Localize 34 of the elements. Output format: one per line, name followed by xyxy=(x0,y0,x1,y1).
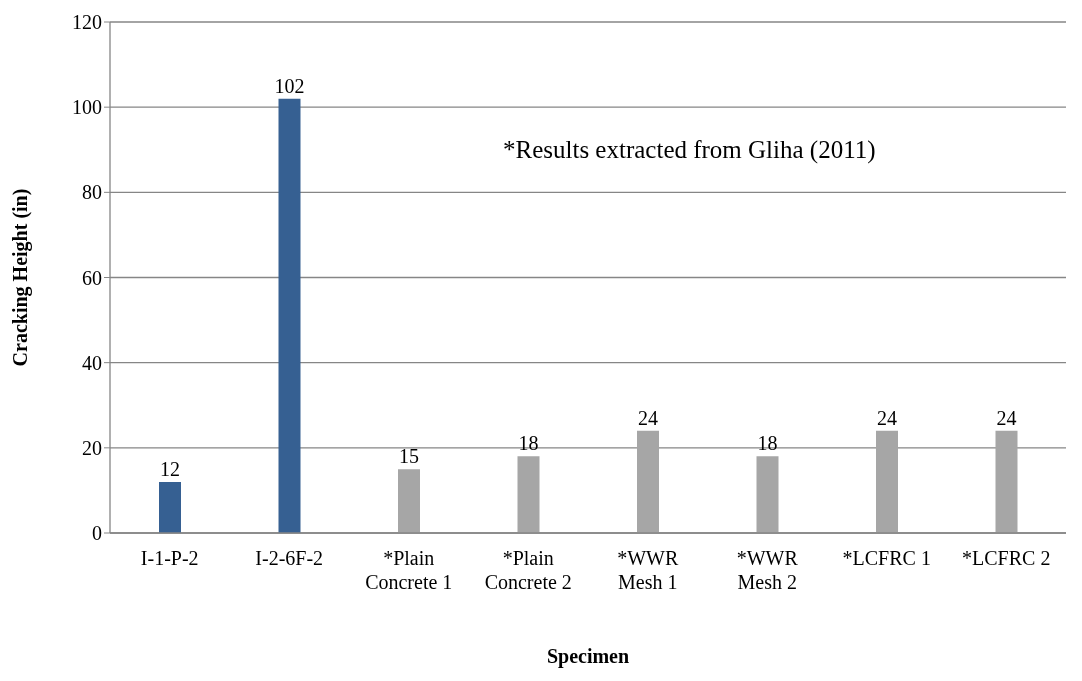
data-label: 12 xyxy=(160,457,180,480)
bar xyxy=(876,430,898,533)
x-tick-label: *WWR Mesh 1 xyxy=(617,547,679,593)
x-tick-label: *WWR Mesh 2 xyxy=(736,547,799,593)
x-tick-label: *Plain Concrete 2 xyxy=(484,547,572,593)
y-tick-label: 0 xyxy=(92,522,102,545)
bar xyxy=(159,481,181,533)
x-tick-label: I-2-6F-2 xyxy=(255,547,324,569)
y-axis-title: Cracking Height (in) xyxy=(9,188,33,367)
data-label: 18 xyxy=(757,432,778,455)
y-tick-label: 40 xyxy=(82,351,102,374)
bar xyxy=(517,456,540,533)
data-label: 24 xyxy=(996,406,1017,429)
x-tick-label: *Plain Concrete 1 xyxy=(365,547,453,593)
y-tick-label: 80 xyxy=(82,181,102,204)
data-label: 24 xyxy=(877,406,897,429)
bar xyxy=(398,469,420,533)
bar xyxy=(756,456,779,533)
data-label: 15 xyxy=(399,445,419,468)
x-tick-label: *LCFRC 1 xyxy=(842,547,931,569)
x-axis-title: Specimen xyxy=(546,645,630,668)
bar xyxy=(278,98,301,533)
data-label: 18 xyxy=(518,432,539,455)
bar xyxy=(995,430,1018,533)
x-tick-label: I-1-P-2 xyxy=(140,547,199,569)
data-label: 24 xyxy=(638,406,658,429)
y-tick-label: 60 xyxy=(82,266,102,289)
data-label: 102 xyxy=(274,74,305,97)
bar xyxy=(637,430,659,533)
x-tick-label: *LCFRC 2 xyxy=(962,547,1051,569)
y-tick-label: 100 xyxy=(72,96,102,119)
annotation: *Results extracted from Gliha (2011) xyxy=(503,136,876,164)
y-tick-label: 120 xyxy=(72,11,102,34)
y-tick-label: 20 xyxy=(82,436,102,459)
